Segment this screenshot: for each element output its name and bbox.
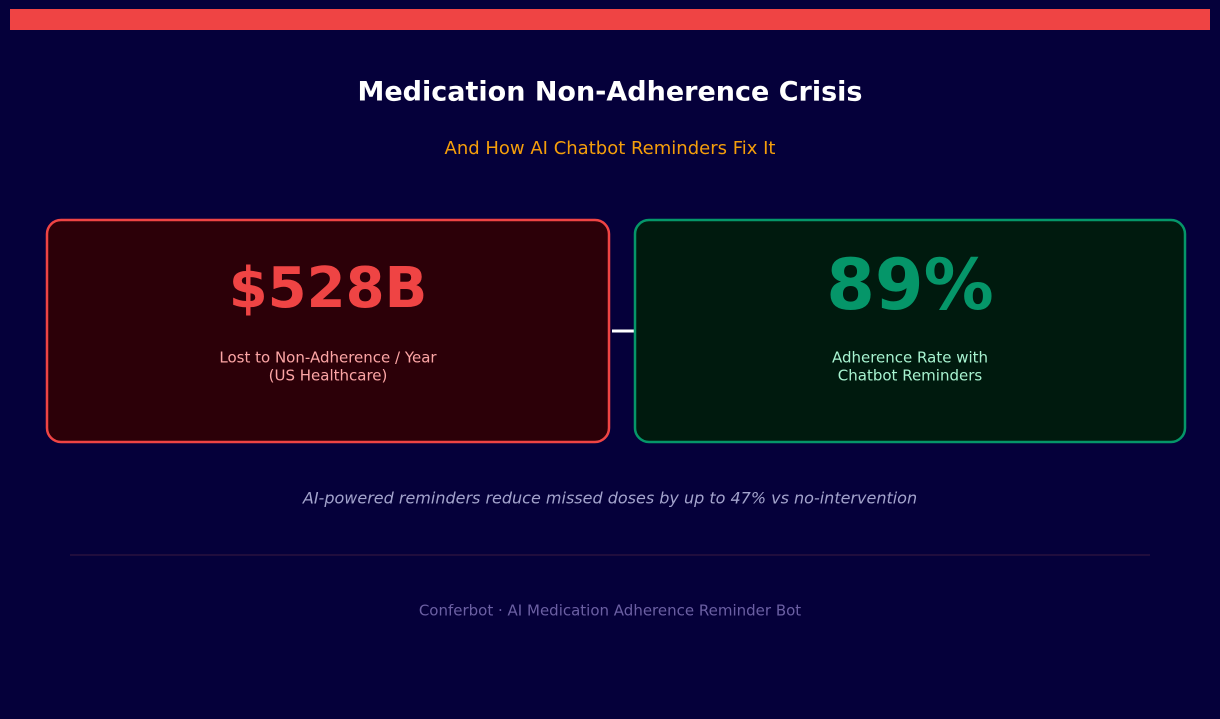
- adherence-card: [633, 218, 1187, 444]
- card-label: Lost to Non-Adherence / Year: [219, 349, 437, 367]
- card-value: $528B: [229, 256, 428, 321]
- card-label: Chatbot Reminders: [838, 367, 983, 385]
- subtitle: And How AI Chatbot Reminders Fix It: [445, 138, 776, 159]
- footer: Conferbot · AI Medication Adherence Remi…: [419, 602, 801, 620]
- card-label: Adherence Rate with: [832, 349, 988, 367]
- top-bar: [10, 9, 1210, 30]
- note: AI-powered reminders reduce missed doses…: [302, 489, 917, 508]
- card-value: 89%: [826, 244, 994, 326]
- cost-card: [45, 218, 611, 444]
- card-label: (US Healthcare): [269, 367, 388, 385]
- title: Medication Non-Adherence Crisis: [358, 77, 863, 108]
